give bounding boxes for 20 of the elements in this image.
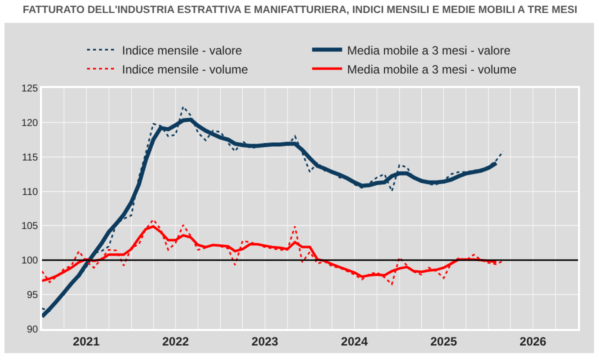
- y-tick-label: 105: [21, 221, 38, 232]
- y-tick-label: 125: [21, 84, 38, 94]
- x-tick-label: 2024: [341, 334, 368, 348]
- y-tick-label: 95: [26, 290, 38, 302]
- x-tick-label: 2025: [430, 334, 458, 348]
- legend-label: Indice mensile - volume: [122, 62, 248, 76]
- y-tick-label: 100: [21, 256, 38, 267]
- x-tick-label: 2021: [72, 334, 100, 348]
- legend-label: Indice mensile - valore: [122, 43, 242, 58]
- y-tick-label: 115: [22, 152, 38, 164]
- y-tick-label: 90: [26, 324, 38, 336]
- y-tick-label: 120: [21, 118, 38, 129]
- legend-label: Media mobile a 3 mesi - valore: [347, 43, 511, 58]
- chart-title: FATTURATO DELL'INDUSTRIA ESTRATTIVA E MANIFATTURIERA, INDICI MENSILI E MEDIE MOBILI A TRE MESI: [22, 4, 578, 16]
- x-tick-label: 2023: [252, 334, 279, 348]
- y-tick-label: 110: [22, 186, 38, 198]
- legend-label: Media mobile a 3 mesi - volume: [347, 62, 517, 76]
- x-tick-label: 2026: [520, 334, 547, 348]
- line-series: [42, 218, 504, 286]
- x-tick-label: 2022: [162, 334, 190, 348]
